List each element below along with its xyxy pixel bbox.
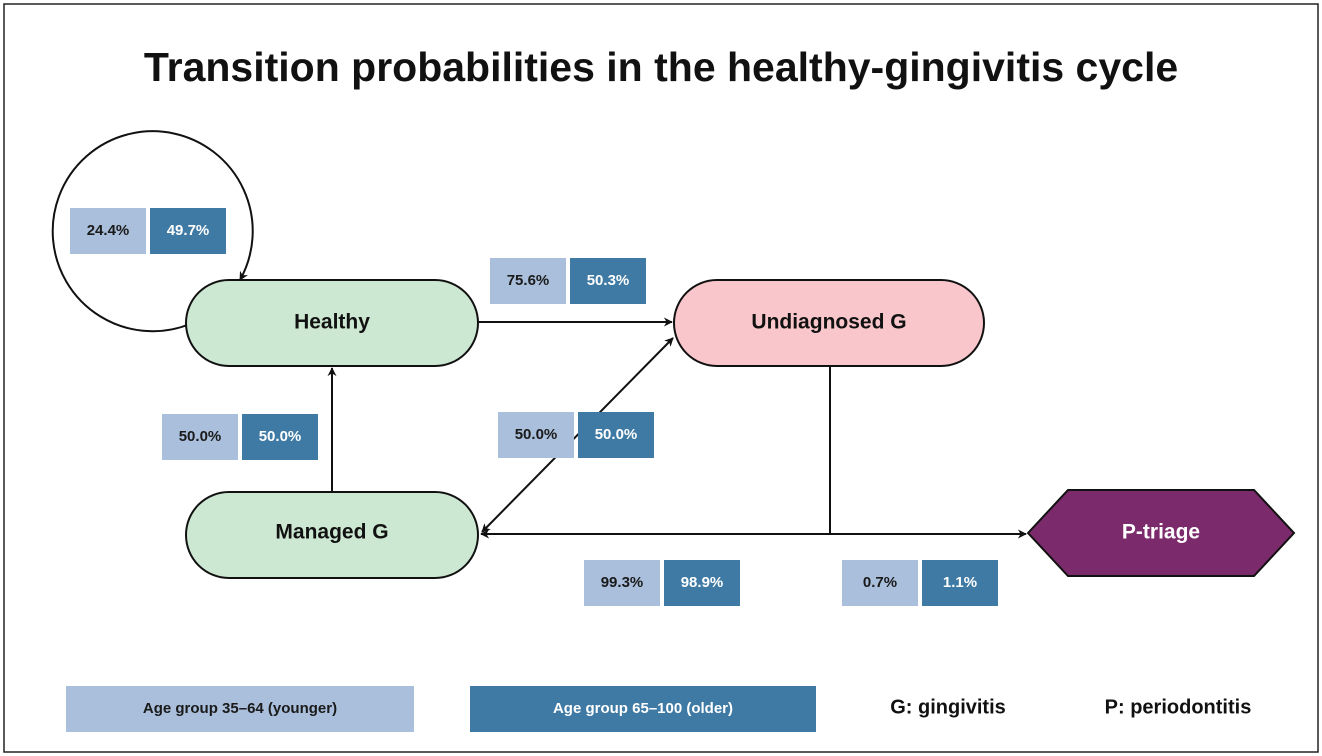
prob-older: 49.7% [167, 222, 210, 239]
prob-box-older [664, 560, 740, 606]
prob-younger: 50.0% [179, 428, 222, 445]
node-label: Undiagnosed G [751, 311, 906, 334]
node-label: Healthy [294, 311, 370, 334]
prob-younger: 24.4% [87, 222, 130, 239]
prob-box-younger [842, 560, 918, 606]
node [673, 279, 985, 367]
title: Transition probabilities in the healthy-… [144, 44, 1178, 90]
prob-box-younger [584, 560, 660, 606]
prob-older: 98.9% [681, 574, 724, 591]
prob-box-older [578, 412, 654, 458]
prob-younger: 75.6% [507, 272, 550, 289]
legend-label: Age group 35–64 (younger) [143, 700, 337, 717]
prob-older: 50.3% [587, 272, 630, 289]
prob-box-older [570, 258, 646, 304]
note: G: gingivitis [890, 696, 1006, 718]
node [185, 279, 479, 367]
prob-box-younger [490, 258, 566, 304]
prob-older: 1.1% [943, 574, 977, 591]
legend-swatch [470, 686, 816, 732]
self-loop [51, 130, 254, 333]
prob-older: 50.0% [595, 426, 638, 443]
prob-box-younger [498, 412, 574, 458]
legend-label: Age group 65–100 (older) [553, 700, 733, 717]
node-label: P-triage [1122, 521, 1200, 544]
frame [3, 3, 1319, 753]
prob-box-older [242, 414, 318, 460]
note: P: periodontitis [1105, 696, 1252, 718]
legend-swatch [66, 686, 414, 732]
prob-box-younger [70, 208, 146, 254]
prob-box-older [922, 560, 998, 606]
prob-younger: 50.0% [515, 426, 558, 443]
edge [481, 337, 674, 533]
node-label: Managed G [275, 521, 388, 544]
prob-box-older [150, 208, 226, 254]
prob-box-younger [162, 414, 238, 460]
node [185, 491, 479, 579]
prob-younger: 0.7% [863, 574, 897, 591]
prob-younger: 99.3% [601, 574, 644, 591]
prob-older: 50.0% [259, 428, 302, 445]
node [1026, 489, 1296, 577]
